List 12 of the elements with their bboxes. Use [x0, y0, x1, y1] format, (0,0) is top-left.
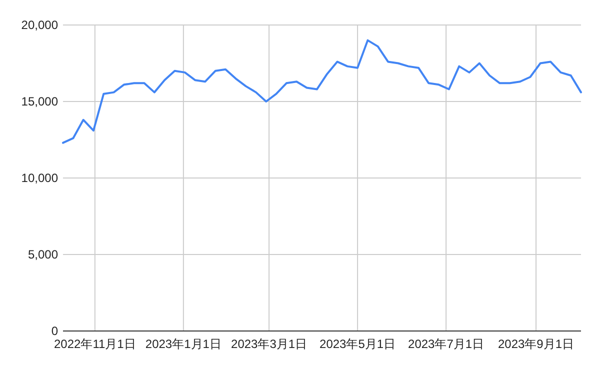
y-tick-label: 20,000: [21, 18, 58, 32]
x-tick-label: 2023年9月1日: [498, 337, 574, 351]
x-tick-label: 2023年7月1日: [408, 337, 484, 351]
x-tick-label: 2023年5月1日: [320, 337, 396, 351]
x-tick-label: 2022年11月1日: [54, 337, 136, 351]
x-tick-label: 2023年3月1日: [231, 337, 308, 351]
y-tick-label: 15,000: [21, 94, 58, 108]
y-tick-label: 5,000: [28, 248, 58, 262]
line-series: [62, 39, 582, 144]
y-tick-label: 10,000: [21, 171, 58, 185]
x-tick-label: 2023年1月1日: [145, 337, 222, 351]
y-tick-label: 0: [51, 324, 58, 338]
